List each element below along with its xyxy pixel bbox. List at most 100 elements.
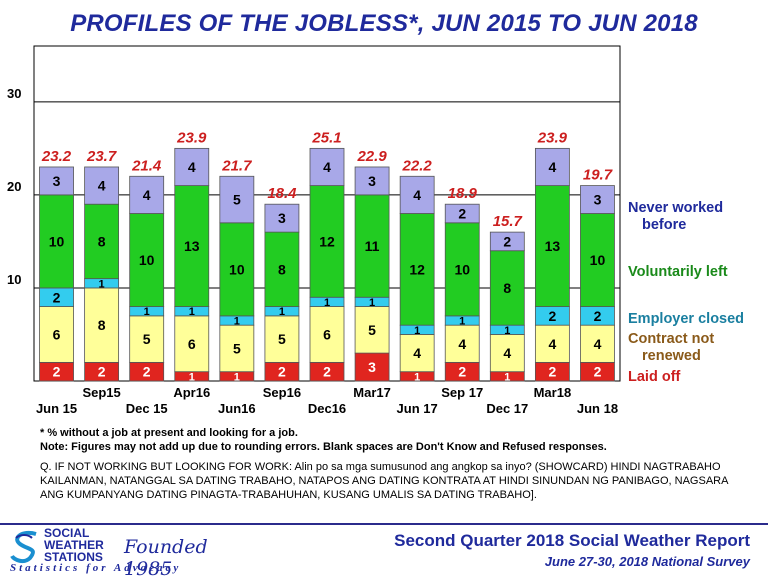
- data-label: 12: [409, 261, 425, 277]
- data-label: 5: [278, 331, 286, 347]
- total-label: 23.9: [176, 129, 207, 146]
- bar-segment: [444, 324, 480, 363]
- total-label: 22.9: [356, 148, 387, 165]
- bar-segment: [354, 166, 390, 196]
- data-label: 3: [368, 359, 376, 375]
- data-label: 4: [98, 178, 106, 194]
- bar-segment: [219, 222, 255, 317]
- data-label: 2: [53, 289, 61, 305]
- data-label: 4: [458, 336, 466, 352]
- footer-divider: [0, 523, 768, 525]
- chart-title: PROFILES OF THE JOBLESS*, JUN 2015 TO JU…: [70, 10, 698, 37]
- bar-segment: [399, 334, 435, 373]
- data-label: 2: [458, 206, 466, 222]
- x-tick-label: Mar18: [534, 385, 572, 400]
- data-label: 13: [545, 238, 561, 254]
- data-label: 4: [188, 159, 196, 175]
- total-label: 18.9: [448, 185, 478, 202]
- bar-segment: [580, 185, 615, 214]
- data-label: 5: [233, 192, 241, 208]
- data-label: 1: [369, 297, 375, 309]
- sws-logo: SOCIAL WEATHER STATIONS Founded 1985 Sta…: [6, 526, 256, 580]
- legend-label: Voluntarily left: [628, 264, 728, 280]
- bar-segment: [309, 185, 345, 298]
- total-label: 22.2: [402, 157, 433, 174]
- bar-segment: [264, 315, 300, 363]
- legend-label: Contract not renewed: [628, 331, 714, 364]
- data-label: 1: [234, 315, 240, 327]
- data-label: 10: [454, 261, 470, 277]
- data-label: 11: [365, 238, 380, 254]
- bar-segment: [174, 185, 210, 307]
- data-label: 4: [594, 336, 602, 352]
- y-tick-label: 10: [7, 272, 21, 287]
- x-tick-label: Jun 17: [397, 401, 438, 416]
- data-label: 1: [459, 315, 465, 327]
- data-label: 1: [414, 325, 420, 337]
- data-label: 2: [458, 364, 466, 380]
- data-label: 12: [319, 233, 335, 249]
- bar-segment: [84, 166, 120, 205]
- bar-segment: [444, 222, 480, 317]
- data-label: 3: [594, 192, 602, 208]
- data-label: 2: [548, 308, 556, 324]
- data-label: 5: [368, 322, 376, 338]
- data-label: 5: [233, 340, 241, 356]
- x-tick-label: Sep15: [82, 385, 120, 400]
- data-label: 1: [324, 297, 330, 309]
- data-label: 4: [548, 159, 556, 175]
- bar-segment: [444, 203, 480, 224]
- data-label: 5: [143, 331, 151, 347]
- bar-segment: [399, 175, 435, 214]
- bar-segment: [219, 324, 255, 373]
- x-tick-label: Sep16: [263, 385, 301, 400]
- legend-label: Never worked before: [628, 200, 723, 233]
- data-label: 1: [279, 306, 285, 318]
- data-label: 4: [143, 187, 151, 203]
- data-label: 1: [504, 371, 510, 383]
- tagline: Statistics for Advocacy: [10, 562, 182, 574]
- y-tick-label: 30: [7, 86, 21, 101]
- x-tick-label: Apr16: [173, 385, 210, 400]
- data-label: 8: [278, 261, 286, 277]
- total-label: 19.7: [583, 167, 613, 184]
- bar-segment: [534, 147, 570, 186]
- data-label: 3: [278, 210, 286, 226]
- bar-segment: [39, 166, 74, 196]
- bar-segment: [219, 175, 255, 224]
- data-label: 1: [504, 325, 510, 337]
- report-subtitle: June 27-30, 2018 National Survey: [544, 554, 750, 569]
- data-label: 1: [189, 306, 195, 318]
- total-label: 23.7: [86, 148, 117, 165]
- x-tick-label: Jun 15: [36, 401, 77, 416]
- legend-label: Laid off: [628, 369, 681, 385]
- data-label: 2: [594, 308, 602, 324]
- x-tick-label: Dec 15: [126, 401, 168, 416]
- total-label: 18.4: [267, 185, 297, 202]
- data-label: 3: [53, 173, 61, 189]
- data-label: 2: [278, 364, 286, 380]
- data-label: 2: [323, 364, 331, 380]
- x-tick-label: Dec 17: [486, 401, 528, 416]
- data-label: 2: [98, 364, 106, 380]
- total-label: 23.9: [537, 129, 568, 146]
- total-label: 23.2: [41, 148, 72, 165]
- data-label: 1: [99, 278, 105, 290]
- data-label: 8: [98, 317, 106, 333]
- data-label: 1: [234, 371, 240, 383]
- bar-segment: [309, 306, 345, 363]
- report-info: Second Quarter 2018 Social Weather Repor…: [394, 531, 750, 569]
- data-label: 2: [503, 233, 511, 249]
- bar-segment: [39, 306, 74, 363]
- y-tick-label: 20: [7, 179, 21, 194]
- footnote: * % without a job at present and looking…: [40, 427, 298, 439]
- data-label: 2: [594, 364, 602, 380]
- data-label: 1: [414, 371, 420, 383]
- data-label: 1: [189, 371, 195, 383]
- data-label: 13: [184, 238, 200, 254]
- total-label: 25.1: [311, 129, 341, 146]
- data-label: 4: [323, 159, 331, 175]
- bar-segment: [129, 175, 165, 214]
- total-label: 21.4: [131, 157, 162, 174]
- data-label: 1: [144, 306, 150, 318]
